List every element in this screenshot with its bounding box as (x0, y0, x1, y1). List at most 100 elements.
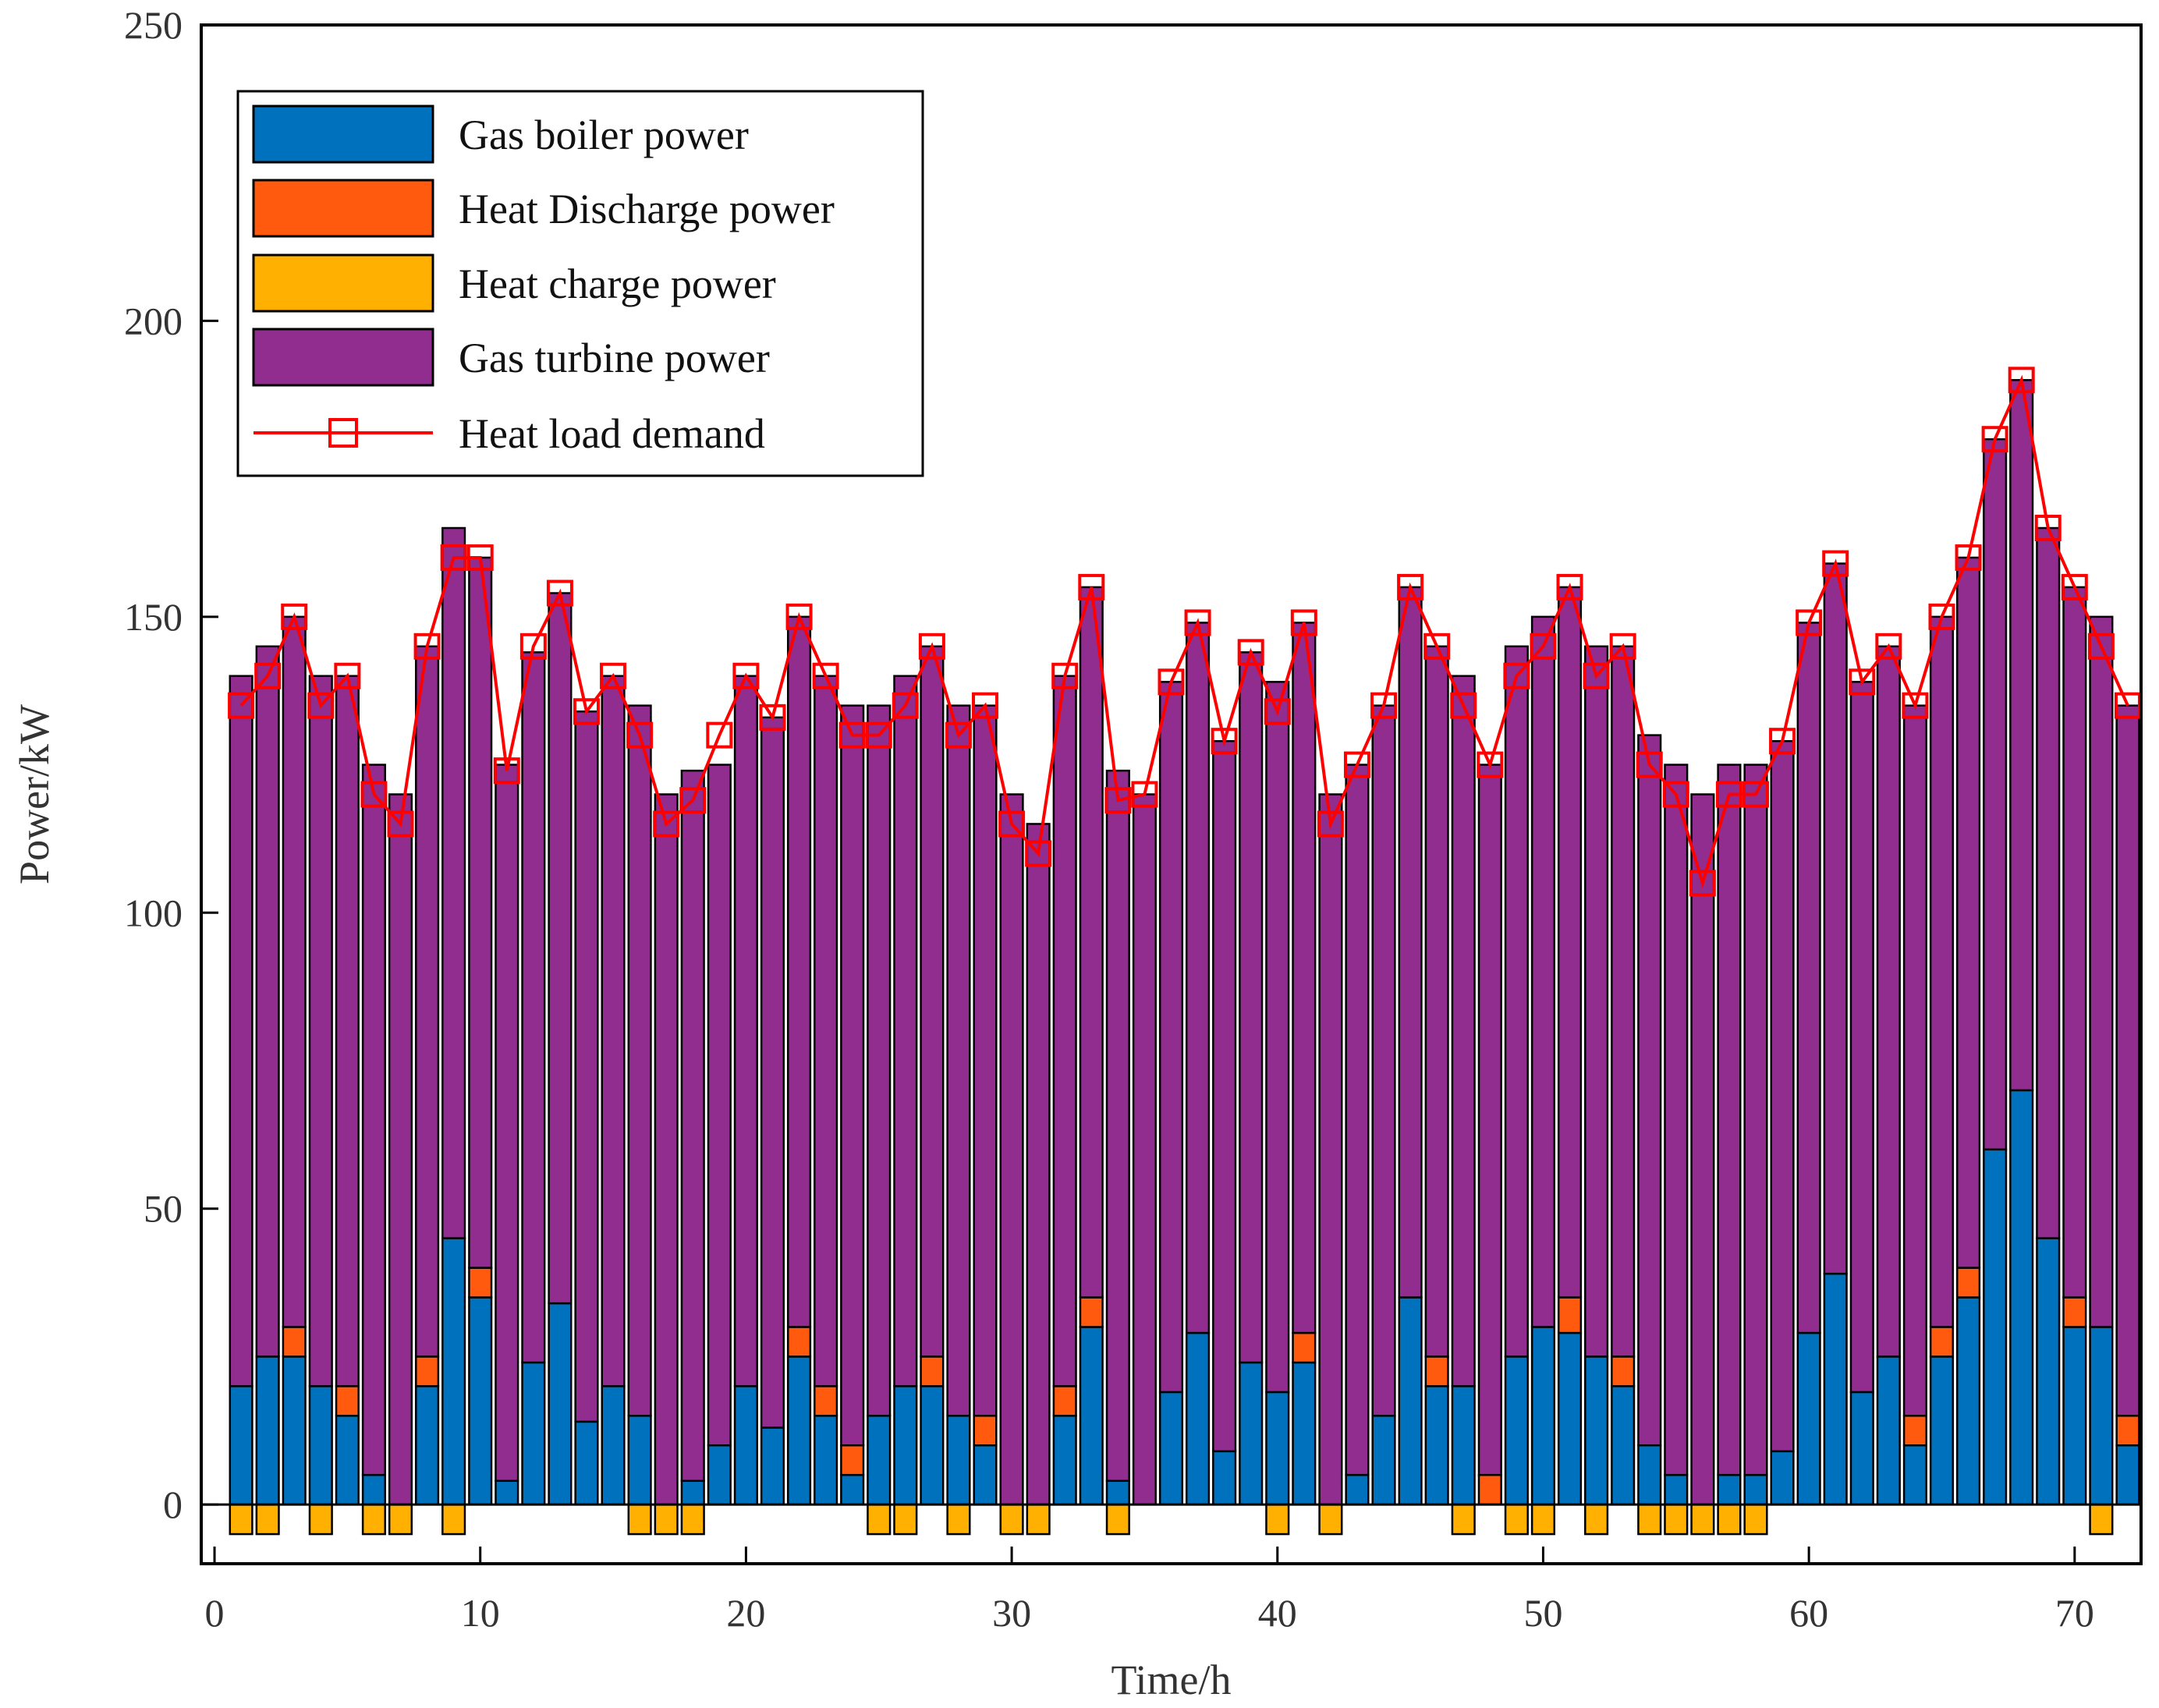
bar-gas-turbine-59 (1770, 739, 1795, 1453)
bar-heat-charge-47 (1451, 1503, 1476, 1536)
heat-load-point-64 (1902, 692, 1929, 719)
bar-gas-turbine-28 (946, 704, 971, 1417)
heat-load-point-37 (1184, 609, 1211, 636)
heat-load-point-11 (493, 757, 520, 785)
bar-heat-charge-26 (893, 1503, 918, 1536)
bar-gas-turbine-40 (1265, 681, 1290, 1394)
bar-gas-boiler-58 (1743, 1473, 1768, 1506)
bar-heat-charge-30 (999, 1503, 1024, 1536)
bar-gas-turbine-66 (1955, 556, 1981, 1269)
bar-gas-boiler-64 (1902, 1444, 1927, 1506)
heat-load-point-56 (1689, 870, 1716, 897)
bar-heat-charge-42 (1318, 1503, 1343, 1536)
bar-gas-turbine-67 (1983, 438, 2008, 1151)
heat-load-point-17 (653, 810, 680, 838)
bar-gas-turbine-29 (973, 704, 998, 1417)
bar-gas-turbine-16 (627, 704, 652, 1417)
bar-gas-turbine-31 (1026, 823, 1051, 1506)
heat-load-point-44 (1370, 692, 1398, 719)
heat-load-point-19 (706, 721, 733, 749)
bar-gas-turbine-72 (2115, 704, 2140, 1417)
bar-gas-turbine-64 (1902, 704, 1927, 1417)
bar-gas-turbine-53 (1611, 645, 1636, 1358)
bar-gas-turbine-34 (1105, 769, 1130, 1483)
heat-load-point-21 (759, 703, 786, 731)
heat-load-point-60 (1796, 609, 1823, 636)
bar-gas-turbine-71 (2089, 615, 2114, 1328)
heat-load-point-10 (466, 544, 494, 571)
heat-load-point-36 (1157, 668, 1185, 696)
bar-gas-turbine-14 (574, 710, 599, 1423)
bar-gas-boiler-4 (308, 1385, 333, 1506)
bar-heat-discharge-10 (468, 1267, 493, 1299)
bar-heat-discharge-24 (840, 1444, 865, 1476)
bar-gas-turbine-63 (1876, 645, 1901, 1358)
bar-gas-turbine-39 (1239, 651, 1264, 1364)
bar-gas-boiler-51 (1557, 1331, 1583, 1506)
bar-gas-boiler-26 (893, 1385, 918, 1506)
bar-heat-charge-49 (1504, 1503, 1529, 1536)
bar-gas-turbine-47 (1451, 675, 1476, 1387)
bar-heat-charge-54 (1637, 1503, 1662, 1536)
heat-load-point-7 (387, 810, 414, 838)
heat-load-point-30 (998, 810, 1026, 838)
bar-gas-boiler-57 (1717, 1473, 1742, 1506)
heat-load-point-34 (1104, 787, 1132, 814)
legend-swatch-heat-charge (252, 253, 434, 313)
heat-load-point-53 (1609, 633, 1636, 660)
bar-heat-charge-40 (1265, 1503, 1290, 1536)
bar-heat-charge-1 (229, 1503, 253, 1536)
bar-gas-turbine-42 (1318, 793, 1343, 1506)
bar-heat-charge-16 (627, 1503, 652, 1536)
y-tick-label: 50 (144, 1187, 183, 1231)
bar-gas-turbine-36 (1158, 681, 1184, 1394)
heat-load-point-15 (600, 662, 627, 689)
legend-swatch-heat-discharge (252, 179, 434, 238)
bar-gas-boiler-72 (2115, 1444, 2140, 1506)
x-tick-label: 30 (992, 1591, 1031, 1635)
heat-load-point-50 (1530, 633, 1557, 660)
bar-gas-turbine-51 (1557, 586, 1583, 1299)
heat-load-point-8 (413, 633, 441, 660)
bar-gas-boiler-49 (1504, 1355, 1529, 1506)
bar-gas-boiler-2 (255, 1355, 280, 1506)
bar-gas-turbine-55 (1664, 764, 1689, 1476)
heat-load-point-55 (1662, 781, 1689, 808)
heat-load-point-35 (1131, 781, 1158, 808)
heat-load-point-33 (1078, 573, 1105, 601)
y-tick-label: 200 (124, 299, 183, 342)
bar-heat-charge-55 (1664, 1503, 1689, 1536)
bar-gas-boiler-1 (229, 1385, 253, 1506)
bar-gas-boiler-46 (1424, 1385, 1449, 1506)
bar-gas-turbine-24 (840, 704, 865, 1447)
bar-gas-turbine-41 (1292, 622, 1317, 1334)
bar-gas-boiler-21 (760, 1426, 785, 1506)
bar-heat-charge-50 (1530, 1503, 1556, 1536)
bar-gas-turbine-26 (893, 675, 918, 1387)
heat-load-point-62 (1849, 668, 1876, 696)
bar-gas-turbine-23 (814, 675, 838, 1387)
bar-gas-turbine-8 (415, 645, 440, 1358)
bar-gas-boiler-22 (786, 1355, 812, 1506)
heat-load-point-24 (838, 721, 866, 749)
heat-load-point-9 (440, 544, 467, 571)
x-tick-label: 40 (1258, 1591, 1297, 1635)
heat-load-point-25 (865, 721, 892, 749)
heat-load-point-39 (1237, 639, 1264, 666)
bar-gas-turbine-1 (229, 675, 253, 1387)
bar-gas-boiler-19 (707, 1444, 732, 1506)
heat-load-point-2 (254, 662, 282, 689)
bar-gas-turbine-18 (680, 769, 705, 1483)
bar-gas-boiler-3 (282, 1355, 307, 1506)
bar-gas-boiler-10 (468, 1296, 493, 1506)
bar-gas-turbine-43 (1345, 764, 1370, 1476)
bar-gas-turbine-9 (441, 526, 466, 1239)
bar-heat-discharge-5 (335, 1385, 360, 1417)
bar-gas-turbine-10 (468, 556, 493, 1269)
y-axis-label: Power/kW (11, 704, 58, 884)
heat-load-point-46 (1423, 633, 1451, 660)
heat-load-point-52 (1583, 662, 1610, 689)
bar-gas-turbine-13 (548, 592, 573, 1305)
bar-gas-turbine-46 (1424, 645, 1449, 1358)
